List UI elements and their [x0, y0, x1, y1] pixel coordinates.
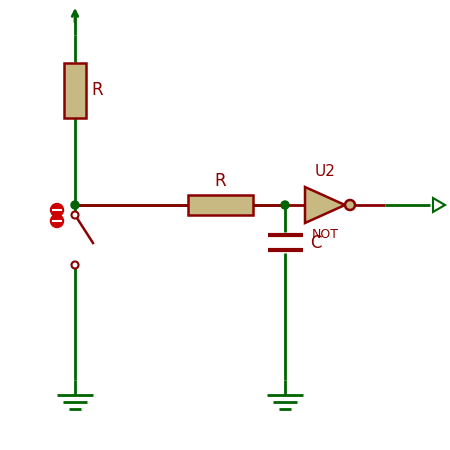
- Polygon shape: [433, 198, 445, 212]
- Circle shape: [72, 261, 78, 269]
- Text: U2: U2: [315, 164, 335, 179]
- Circle shape: [50, 203, 63, 216]
- Circle shape: [345, 200, 355, 210]
- Text: NOT: NOT: [311, 228, 338, 241]
- Circle shape: [71, 201, 79, 209]
- Circle shape: [50, 215, 63, 228]
- Text: R: R: [91, 81, 103, 99]
- Circle shape: [281, 201, 289, 209]
- Text: R: R: [214, 172, 226, 190]
- Bar: [188, 195, 252, 215]
- Text: C: C: [310, 234, 322, 252]
- Bar: [64, 63, 86, 117]
- Polygon shape: [305, 187, 345, 223]
- Circle shape: [72, 212, 78, 219]
